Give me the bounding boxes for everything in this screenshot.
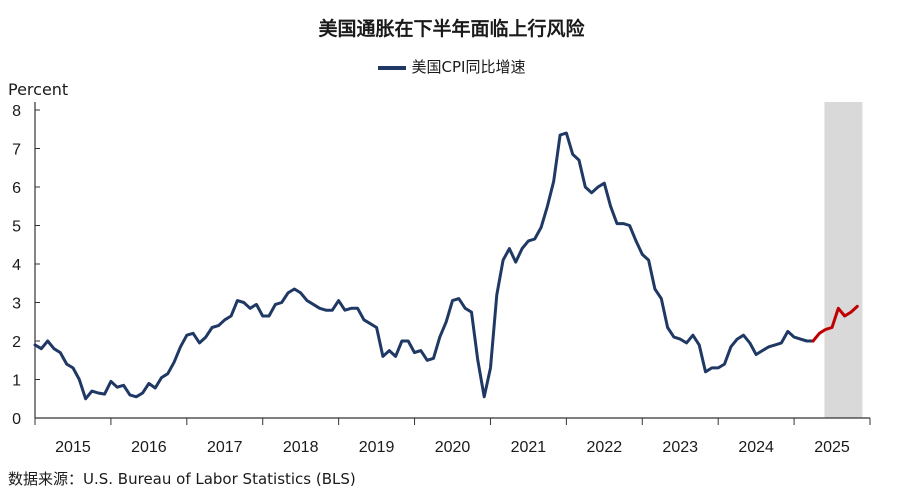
- x-tick-label: 2018: [283, 439, 319, 456]
- y-tick-label: 3: [12, 296, 21, 313]
- x-tick-label: 2015: [55, 439, 91, 456]
- y-axis-label: Percent: [8, 80, 69, 99]
- y-tick-label: 5: [12, 219, 21, 236]
- forecast-shaded-region: [824, 102, 863, 418]
- y-tick-label: 2: [12, 334, 21, 351]
- legend-line-swatch: [377, 65, 406, 70]
- legend: 美国CPI同比增速: [0, 56, 903, 77]
- x-tick-label: 2025: [814, 439, 850, 456]
- source-note: 数据来源：U.S. Bureau of Labor Statistics (BL…: [8, 470, 356, 488]
- chart-title: 美国通胀在下半年面临上行风险: [318, 18, 585, 40]
- y-tick-label: 0: [12, 411, 21, 428]
- x-tick-label: 2024: [738, 439, 774, 456]
- legend-label: 美国CPI同比增速: [411, 58, 526, 76]
- y-tick-label: 1: [12, 373, 21, 390]
- y-tick-label: 7: [12, 142, 21, 159]
- x-tick-label: 2022: [587, 439, 623, 456]
- x-tick-label: 2017: [207, 439, 243, 456]
- x-tick-label: 2019: [359, 439, 395, 456]
- x-tick-label: 2020: [435, 439, 471, 456]
- x-tick-label: 2016: [131, 439, 167, 456]
- y-tick-label: 6: [12, 180, 21, 197]
- cpi-line-actual: [33, 131, 815, 401]
- y-tick-label: 4: [12, 257, 21, 274]
- cpi-line-forecast: [811, 304, 859, 343]
- x-tick-label: 2023: [662, 439, 698, 456]
- y-tick-label: 8: [12, 103, 21, 120]
- x-tick-label: 2021: [511, 439, 547, 456]
